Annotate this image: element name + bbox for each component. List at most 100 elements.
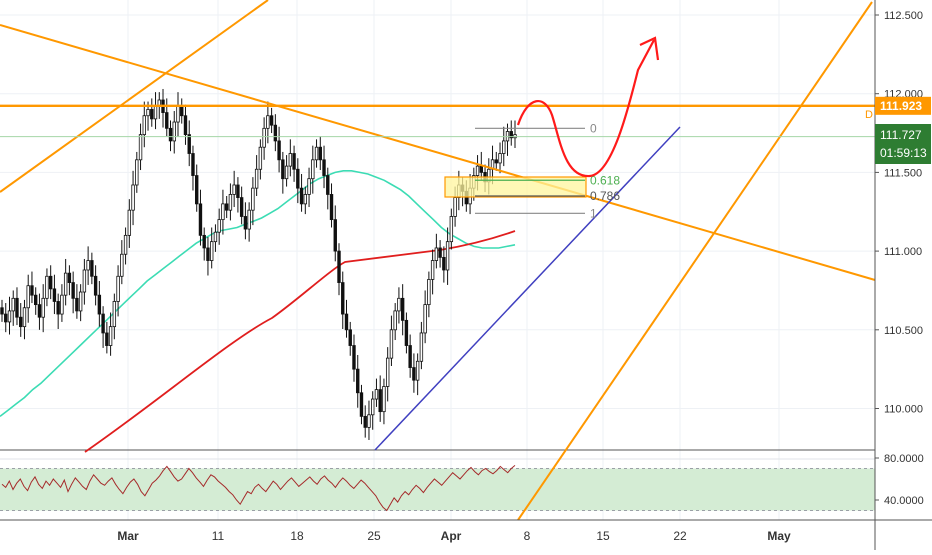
candle-body <box>135 159 139 186</box>
candle-body <box>150 109 154 120</box>
candle-body <box>318 146 322 161</box>
candle-body <box>333 219 337 252</box>
candle-body <box>30 285 34 296</box>
candle-body <box>449 216 454 243</box>
candle-body <box>296 168 300 189</box>
candle-body <box>430 260 435 280</box>
candle-body <box>15 297 19 318</box>
projection-arrowhead <box>639 36 660 61</box>
candle-body <box>213 231 218 243</box>
candle-body <box>269 115 274 126</box>
candle-body <box>251 187 255 211</box>
candle-body <box>393 310 397 331</box>
drawings-layer: 0 0.618 0.786 1 <box>0 0 876 521</box>
price-tick-label: 110.000 <box>884 404 923 416</box>
candle-body <box>22 307 27 328</box>
candle-body <box>165 112 169 129</box>
candle-body <box>423 304 427 334</box>
fib-level-label-3: 1 <box>590 206 597 220</box>
candle-body <box>108 326 113 346</box>
candle-body <box>385 357 390 387</box>
candle-body <box>105 332 109 346</box>
candle-body <box>438 247 442 258</box>
candle-body <box>299 187 304 205</box>
candle-body <box>509 131 513 139</box>
candle-body <box>277 140 281 161</box>
price-tick-label: 110.500 <box>884 325 923 337</box>
candle-body <box>266 115 270 129</box>
candle-body <box>453 197 457 217</box>
candle-body <box>378 389 382 413</box>
fib-level-label-1: 0.618 <box>590 173 620 187</box>
rsi-tick-label: 80.0000 <box>884 453 924 465</box>
candle-body <box>82 269 87 293</box>
candle-body <box>78 291 83 312</box>
candle-body <box>198 203 203 236</box>
time-tick-label: 25 <box>367 529 381 543</box>
candle-body <box>397 297 401 312</box>
ma-red-line <box>84 230 516 453</box>
current-price-badge <box>875 124 931 164</box>
candle-body <box>120 253 124 277</box>
candle-body <box>48 275 53 290</box>
candle-body <box>258 146 263 170</box>
bar-countdown-label: 01:59:13 <box>880 146 927 160</box>
trendline-ascending-right <box>517 1 873 521</box>
d-marker: D <box>865 109 873 121</box>
candle-body <box>427 279 431 306</box>
candle-body <box>326 175 330 195</box>
candle-body <box>348 329 352 346</box>
candles-layer <box>0 88 517 440</box>
candle-body <box>341 282 345 315</box>
candle-body <box>314 146 319 161</box>
candle-body <box>63 272 68 296</box>
candle-body <box>400 297 405 321</box>
candle-body <box>412 367 416 381</box>
candle-body <box>247 209 251 230</box>
time-tick-label: Mar <box>117 529 139 543</box>
candle-body <box>116 275 120 302</box>
candle-body <box>127 209 132 236</box>
price-tick-label: 111.000 <box>884 246 922 258</box>
candle-body <box>19 316 23 328</box>
candle-body <box>262 127 266 148</box>
candle-body <box>243 216 248 230</box>
candle-body <box>202 234 206 249</box>
price-tick-label: 112.500 <box>884 10 923 22</box>
candle-body <box>195 175 199 205</box>
candle-body <box>236 184 240 198</box>
trendline-blue <box>374 126 681 451</box>
candle-body <box>34 294 38 306</box>
candle-body <box>26 285 30 309</box>
candle-body <box>191 153 195 176</box>
candle-body <box>60 294 64 315</box>
candle-body <box>37 304 42 318</box>
candle-body <box>442 256 446 271</box>
candle-body <box>41 297 45 318</box>
resistance-price-label: 111.923 <box>880 99 922 113</box>
candle-body <box>153 105 158 120</box>
candle-body <box>371 398 375 416</box>
candle-body <box>56 301 60 315</box>
candle-body <box>254 168 259 189</box>
candle-body <box>93 275 98 296</box>
candle-body <box>322 159 326 176</box>
candle-body <box>172 121 176 142</box>
rsi-band <box>0 468 875 511</box>
trendline-descending <box>0 24 876 281</box>
current-price-label: 111.727 <box>880 128 922 142</box>
candle-body <box>352 345 356 370</box>
rsi-panel <box>0 465 875 512</box>
time-tick-label: Apr <box>441 529 462 543</box>
candle-body <box>97 294 102 315</box>
candle-body <box>146 109 150 117</box>
candle-body <box>4 313 8 323</box>
candle-body <box>363 415 367 428</box>
candle-body <box>288 153 293 167</box>
candle-body <box>45 275 49 299</box>
candle-body <box>337 250 341 283</box>
candle-body <box>176 105 180 123</box>
